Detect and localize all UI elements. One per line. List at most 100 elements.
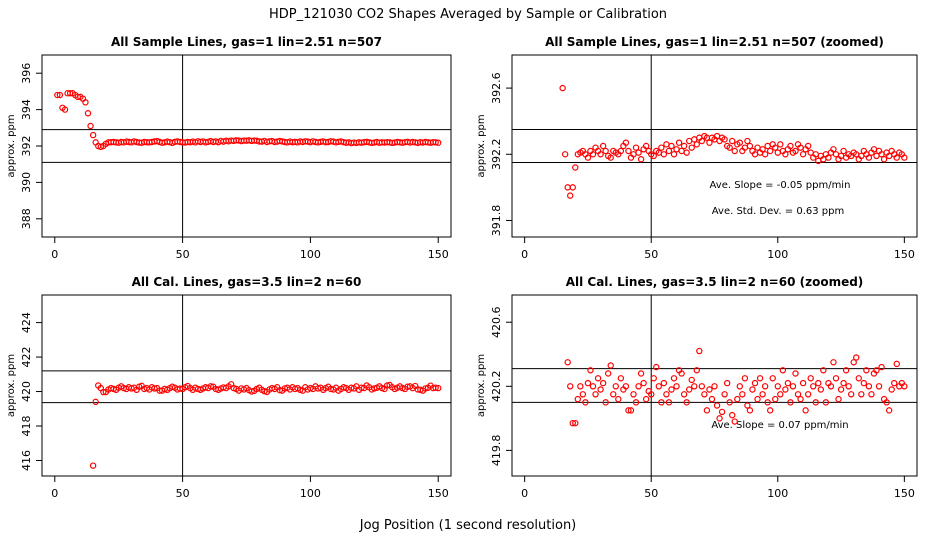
data-point (723, 379, 731, 387)
data-point (670, 375, 678, 382)
y-tick-label: 394 (20, 99, 33, 120)
x-tick-label: 150 (894, 248, 915, 261)
y-tick-label: 418 (20, 416, 33, 437)
data-point (885, 407, 893, 414)
data-point (729, 411, 736, 419)
data-point (597, 151, 604, 158)
data-point (807, 375, 814, 382)
data-point (777, 391, 784, 398)
y-tick-label: 422 (20, 347, 33, 368)
data-point (680, 391, 688, 398)
data-point (696, 347, 703, 355)
data-point (617, 147, 625, 155)
data-point (582, 399, 589, 406)
data-point (87, 122, 94, 130)
data-point (873, 367, 880, 374)
data-point (572, 164, 579, 171)
data-point (804, 142, 812, 150)
panel-title: All Cal. Lines, gas=3.5 lin=2 n=60 (zoom… (566, 275, 864, 289)
data-point (759, 146, 766, 153)
panel: All Cal. Lines, gas=3.5 lin=2 n=60 0 50 100… (6, 275, 452, 500)
data-point (604, 370, 612, 377)
x-tick-label: 100 (767, 248, 788, 261)
data-point (569, 184, 576, 191)
data-point (660, 379, 668, 387)
data-point (779, 367, 787, 374)
data-point (751, 379, 759, 387)
data-point (761, 383, 769, 390)
data-point (756, 375, 764, 382)
panel-title: All Sample Lines, gas=1 lin=2.51 n=507 (… (545, 35, 884, 49)
x-tick-label: 50 (644, 248, 658, 261)
data-point (688, 144, 695, 151)
data-point (746, 142, 754, 150)
data-point (893, 360, 900, 368)
data-point (683, 149, 690, 156)
data-point (632, 144, 640, 151)
data-point (678, 370, 685, 377)
data-point (731, 418, 738, 425)
data-point (584, 379, 592, 387)
data-point (777, 141, 784, 148)
data-point (812, 399, 819, 406)
data-point (855, 375, 862, 382)
data-point (799, 379, 807, 387)
data-point (658, 399, 665, 406)
data-point (665, 147, 673, 155)
data-point (607, 154, 614, 161)
data-point (901, 383, 908, 390)
data-point (845, 383, 852, 390)
data-point (822, 399, 830, 406)
data-point (594, 375, 602, 382)
data-point (782, 386, 789, 393)
data-point (815, 379, 822, 387)
plot-frame (41, 294, 452, 477)
data-point (827, 383, 835, 390)
data-point (880, 156, 888, 163)
data-point (729, 137, 736, 145)
data-point (792, 370, 799, 377)
data-point (799, 151, 807, 158)
data-point (642, 142, 650, 150)
data-point (802, 407, 809, 414)
data-point (650, 152, 657, 160)
x-tick-label: 150 (894, 487, 915, 500)
data-point (794, 391, 802, 398)
data-point (432, 384, 439, 391)
data-point (744, 402, 751, 409)
data-point (615, 395, 622, 403)
data-point (665, 399, 673, 406)
data-point (663, 391, 670, 398)
data-point (673, 383, 680, 390)
data-point (100, 388, 107, 396)
data-point (610, 391, 617, 398)
data-point (668, 386, 675, 393)
data-point (584, 154, 592, 161)
data-point (607, 362, 614, 369)
x-tick-label: 50 (176, 487, 190, 500)
data-point (744, 137, 751, 145)
data-point (592, 391, 599, 398)
data-point (683, 399, 690, 406)
y-tick-label: 390 (20, 172, 33, 193)
y-axis-label: approx. ppm (476, 354, 487, 417)
data-point (711, 383, 718, 390)
data-point (847, 391, 855, 398)
data-point (749, 386, 756, 393)
data-point (358, 384, 365, 391)
data-point (901, 154, 908, 161)
plot-frame (511, 294, 918, 477)
data-point (207, 383, 214, 390)
data-point (567, 383, 574, 390)
data-point (612, 383, 619, 390)
data-point (579, 391, 587, 398)
data-point (599, 379, 607, 387)
data-point (875, 383, 883, 390)
data-point (830, 359, 837, 366)
y-tick-label: 420 (20, 381, 33, 402)
data-point (850, 359, 857, 366)
data-point (865, 383, 873, 390)
data-point (893, 154, 900, 161)
data-point (89, 131, 97, 139)
data-point (668, 142, 675, 150)
